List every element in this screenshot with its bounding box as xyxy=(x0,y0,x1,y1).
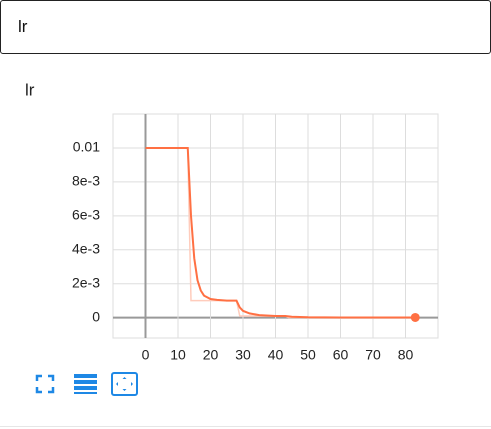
search-text: lr xyxy=(18,17,28,36)
x-tick-label: 60 xyxy=(333,347,349,363)
y-tick-label: 8e-3 xyxy=(72,173,100,189)
x-tick-label: 50 xyxy=(300,347,316,363)
y-tick-label: 0.01 xyxy=(73,139,100,155)
data-toggle-icon[interactable] xyxy=(74,374,97,394)
x-tick-label: 10 xyxy=(170,347,186,363)
last-point xyxy=(410,312,420,322)
series-line xyxy=(145,147,416,319)
y-tick-label: 4e-3 xyxy=(72,240,100,256)
x-tick-label: 40 xyxy=(268,347,284,363)
series-line xyxy=(145,146,416,319)
x-tick-label: 20 xyxy=(203,347,219,363)
y-tick-label: 6e-3 xyxy=(72,207,100,223)
y-tick-label: 0 xyxy=(92,308,100,324)
fullscreen-icon[interactable] xyxy=(35,374,55,394)
chart-title: lr xyxy=(25,80,35,99)
x-tick-label: 80 xyxy=(398,347,414,363)
divider xyxy=(0,426,491,427)
fit-domain-icon[interactable] xyxy=(111,372,138,396)
y-tick-label: 2e-3 xyxy=(72,274,100,290)
x-tick-label: 0 xyxy=(142,347,150,363)
x-tick-label: 70 xyxy=(365,347,381,363)
x-tick-label: 30 xyxy=(235,347,251,363)
